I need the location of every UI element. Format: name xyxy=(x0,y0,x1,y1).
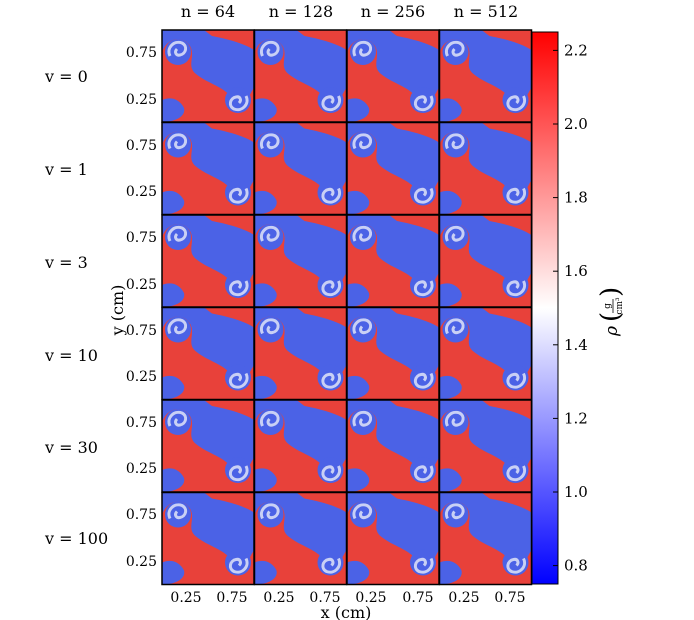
density-panel xyxy=(253,29,348,123)
column-labels: n = 64 n = 128 n = 256 n = 512 xyxy=(181,2,518,21)
density-panel xyxy=(253,214,348,308)
colorbar-label: ρ ( g cm³ ) xyxy=(596,287,626,337)
colorbar-tick-label: 2.0 xyxy=(564,115,588,133)
colorbar-unit-numerator: g xyxy=(603,303,613,309)
colorbar-gradient xyxy=(531,31,559,585)
density-panel xyxy=(161,29,255,123)
colorbar: 2.2 2.0 1.8 1.6 1.4 1.2 1.0 0.8 ρ ( g cm³ ) xyxy=(531,31,626,585)
x-tick-label: 0.25 xyxy=(263,590,294,606)
row-labels: v = 0 v = 1 v = 3 v = 10 v = 30 v = 100 xyxy=(44,67,108,548)
y-tick-label: 0.25 xyxy=(126,369,157,385)
x-tick-label: 0.75 xyxy=(494,590,525,606)
density-panel xyxy=(161,399,255,493)
density-panel xyxy=(346,491,440,586)
density-panel xyxy=(346,214,440,308)
y-tick-label: 0.25 xyxy=(126,277,157,293)
colorbar-tick-label: 1.2 xyxy=(564,409,588,427)
density-panel xyxy=(438,214,533,308)
colorbar-unit-denominator: cm³ xyxy=(615,297,625,315)
column-label: n = 128 xyxy=(269,2,333,21)
y-tick-label: 0.75 xyxy=(126,138,157,154)
density-panel xyxy=(346,306,440,401)
density-panel xyxy=(253,306,348,401)
y-tick-label: 0.25 xyxy=(126,461,157,477)
density-panel xyxy=(161,121,255,216)
density-panel xyxy=(438,306,533,401)
y-tick-label: 0.75 xyxy=(126,230,157,246)
panel-grid xyxy=(161,29,533,586)
density-panel xyxy=(253,491,348,586)
y-tick-label: 0.75 xyxy=(126,323,157,339)
y-tick-label: 0.25 xyxy=(126,92,157,108)
x-axis-label: x (cm) xyxy=(321,603,372,620)
y-tick-label: 0.25 xyxy=(126,554,157,570)
colorbar-tick-label: 1.6 xyxy=(564,262,588,280)
density-panel xyxy=(438,29,533,123)
density-panel xyxy=(253,121,348,216)
x-tick-labels: 0.25 0.75 0.25 0.75 0.25 0.75 0.25 0.75 xyxy=(170,590,525,606)
colorbar-ticks: 2.2 2.0 1.8 1.6 1.4 1.2 1.0 0.8 xyxy=(553,41,588,575)
x-tick-label: 0.25 xyxy=(448,590,479,606)
density-panel xyxy=(253,399,348,493)
column-label: n = 512 xyxy=(454,2,518,21)
colorbar-paren-open: ( xyxy=(596,312,626,322)
density-panel xyxy=(346,399,440,493)
row-label: v = 30 xyxy=(44,438,98,457)
column-label: n = 256 xyxy=(361,2,425,21)
colorbar-paren-close: ) xyxy=(596,287,626,297)
density-panel xyxy=(161,214,255,308)
colorbar-tick-label: 0.8 xyxy=(564,557,588,575)
y-tick-label: 0.75 xyxy=(126,45,157,61)
y-tick-label: 0.25 xyxy=(126,184,157,200)
density-panel xyxy=(346,29,440,123)
column-label: n = 64 xyxy=(181,2,235,21)
x-tick-label: 0.75 xyxy=(309,590,340,606)
x-tick-label: 0.75 xyxy=(216,590,247,606)
density-panel xyxy=(346,121,440,216)
y-tick-label: 0.75 xyxy=(126,415,157,431)
row-label: v = 1 xyxy=(44,160,88,179)
y-axis-label: y (cm) xyxy=(108,285,127,337)
colorbar-symbol: ρ xyxy=(602,326,622,337)
x-tick-label: 0.75 xyxy=(402,590,433,606)
row-label: v = 100 xyxy=(44,529,108,548)
x-tick-label: 0.25 xyxy=(170,590,201,606)
x-tick-label: 0.25 xyxy=(355,590,386,606)
density-panel xyxy=(438,491,533,586)
density-panel xyxy=(161,491,255,586)
row-label: v = 0 xyxy=(44,67,88,86)
density-panel xyxy=(161,306,255,401)
colorbar-tick-label: 1.8 xyxy=(564,189,588,207)
y-tick-labels: 0.75 0.25 0.75 0.25 0.75 0.25 0.75 0.25 … xyxy=(126,45,157,570)
density-panel xyxy=(438,399,533,493)
colorbar-tick-label: 2.2 xyxy=(564,41,588,59)
colorbar-tick-label: 1.4 xyxy=(564,336,588,354)
row-label: v = 10 xyxy=(44,346,98,365)
density-panel xyxy=(438,121,533,216)
colorbar-tick-label: 1.0 xyxy=(564,483,588,501)
y-tick-label: 0.75 xyxy=(126,507,157,523)
row-label: v = 3 xyxy=(44,253,88,272)
